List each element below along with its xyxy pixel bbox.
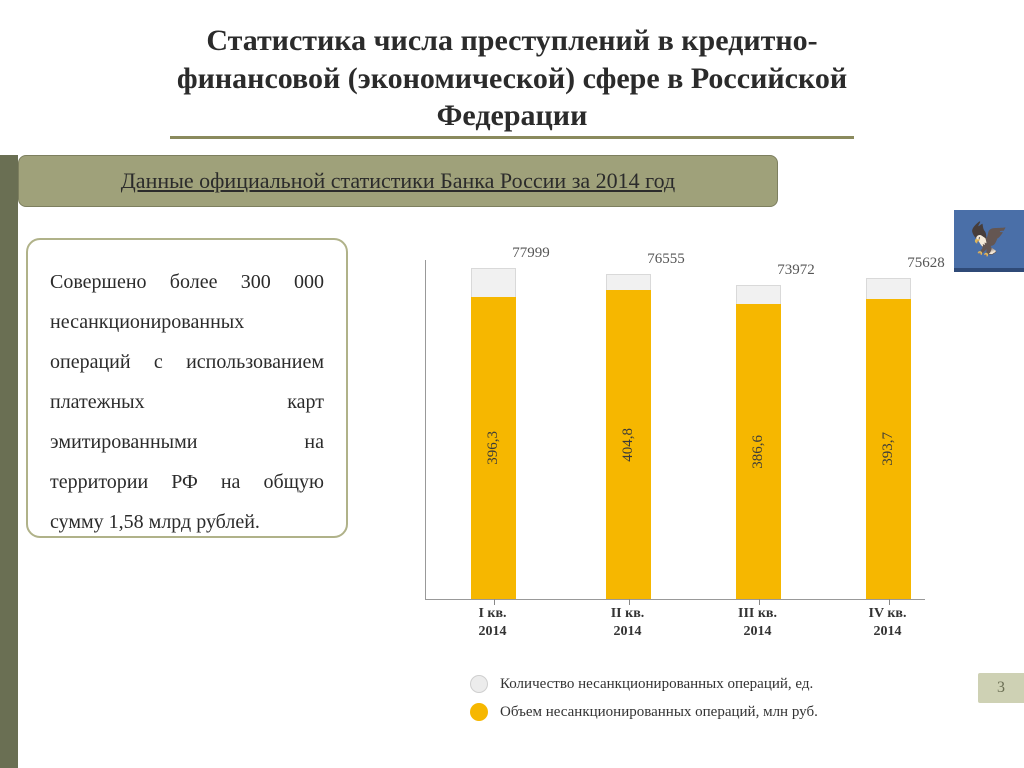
- volume-label: 393,7: [880, 432, 897, 466]
- title-underline: [170, 136, 854, 139]
- bar-chart: 77999396,376555404,873972386,675628393,7…: [385, 225, 945, 655]
- legend-item: Количество несанкционированных операций,…: [470, 675, 990, 693]
- volume-bar: 386,6: [736, 304, 781, 599]
- page-number: 3: [978, 673, 1024, 703]
- x-category-label: III кв.2014: [698, 605, 818, 641]
- eagle-icon: 🦅: [969, 220, 1009, 258]
- x-category-label: II кв.2014: [568, 605, 688, 641]
- volume-label: 404,8: [620, 428, 637, 462]
- volume-bar: 396,3: [471, 297, 516, 599]
- x-category-label: IV кв.2014: [828, 605, 948, 641]
- title-line1: Статистика числа преступлений в кредитно…: [206, 24, 817, 57]
- volume-bar: 404,8: [606, 290, 651, 599]
- count-label: 76555: [606, 251, 726, 268]
- body-text: Совершено более 300 000 несанкционирован…: [50, 262, 324, 542]
- chart-legend: Количество несанкционированных операций,…: [470, 675, 990, 731]
- left-strip: [0, 155, 18, 768]
- count-label: 75628: [866, 255, 986, 272]
- count-label: 77999: [471, 245, 591, 262]
- title-line2: финансовой (экономической) сфере в Росси…: [177, 62, 847, 95]
- volume-bar: 393,7: [866, 299, 911, 599]
- legend-item: Объем несанкционированных операций, млн …: [470, 703, 990, 721]
- volume-label: 396,3: [485, 431, 502, 465]
- count-label: 73972: [736, 262, 856, 279]
- volume-label: 386,6: [750, 435, 767, 469]
- legend-label: Объем несанкционированных операций, млн …: [500, 704, 818, 721]
- chart-plot-area: 77999396,376555404,873972386,675628393,7: [425, 260, 925, 600]
- legend-swatch: [470, 675, 488, 693]
- body-text-box: Совершено более 300 000 несанкционирован…: [26, 238, 348, 538]
- subtitle-pill: Данные официальной статистики Банка Росс…: [18, 155, 778, 207]
- legend-label: Количество несанкционированных операций,…: [500, 676, 813, 693]
- title-line3: Федерации: [437, 99, 588, 132]
- legend-swatch: [470, 703, 488, 721]
- x-category-label: I кв.2014: [433, 605, 553, 641]
- subtitle-text: Данные официальной статистики Банка Росс…: [121, 168, 675, 194]
- slide-title: Статистика числа преступлений в кредитно…: [0, 22, 1024, 135]
